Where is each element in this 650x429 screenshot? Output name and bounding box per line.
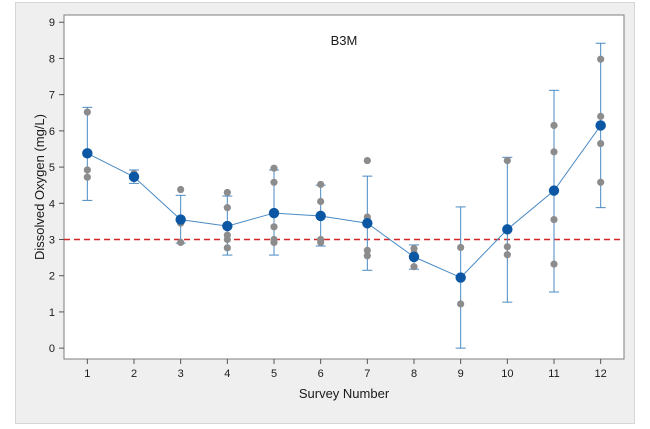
y-axis: 0 1 2 3 4 5 6 7 8 9 bbox=[49, 17, 64, 355]
x-tick-label: 2 bbox=[131, 368, 137, 380]
data-point bbox=[177, 238, 185, 247]
data-point bbox=[363, 246, 371, 254]
y-tick-label: 7 bbox=[49, 90, 55, 102]
data-point bbox=[410, 263, 418, 271]
data-point bbox=[83, 108, 91, 116]
mean-marker bbox=[455, 272, 466, 283]
plot-area bbox=[63, 14, 625, 360]
data-point bbox=[597, 112, 605, 120]
y-tick-label: 2 bbox=[49, 271, 55, 283]
x-tick-label: 9 bbox=[458, 368, 464, 380]
data-point bbox=[550, 148, 558, 156]
y-tick-label: 8 bbox=[49, 53, 55, 65]
data-point bbox=[223, 188, 231, 197]
mean-marker bbox=[128, 171, 140, 183]
data-point bbox=[457, 300, 465, 308]
data-point bbox=[503, 156, 511, 165]
data-point bbox=[550, 121, 558, 130]
data-point bbox=[270, 238, 278, 247]
data-point bbox=[270, 223, 278, 231]
y-tick-label: 6 bbox=[49, 126, 55, 138]
data-point bbox=[597, 55, 605, 63]
mean-marker bbox=[175, 214, 186, 225]
y-tick-label: 9 bbox=[49, 17, 55, 29]
data-point bbox=[83, 173, 91, 181]
mean-marker bbox=[408, 251, 420, 263]
data-point bbox=[223, 235, 231, 244]
data-point bbox=[457, 243, 465, 252]
data-point bbox=[503, 251, 511, 259]
mean-marker bbox=[362, 218, 373, 229]
x-tick-label: 8 bbox=[411, 368, 417, 380]
y-tick-label: 0 bbox=[49, 343, 55, 355]
y-tick-label: 5 bbox=[49, 162, 55, 174]
y-tick-label: 1 bbox=[49, 307, 55, 319]
mean-marker bbox=[548, 185, 560, 196]
mean-marker bbox=[222, 220, 233, 232]
mean-connect-line bbox=[87, 125, 602, 279]
data-point bbox=[597, 178, 605, 186]
data-point bbox=[597, 139, 605, 148]
mean-marker bbox=[595, 120, 606, 131]
data-point bbox=[317, 180, 325, 189]
data-point bbox=[550, 215, 558, 224]
x-tick-label: 1 bbox=[84, 368, 90, 380]
y-axis-title: Dissolved Oxygen (mg/L) bbox=[32, 114, 47, 260]
data-point bbox=[270, 178, 278, 186]
mean-markers bbox=[82, 120, 606, 283]
data-point bbox=[317, 197, 325, 206]
x-tick-label: 3 bbox=[178, 368, 184, 380]
data-point bbox=[223, 244, 231, 252]
x-tick-label: 5 bbox=[271, 368, 277, 380]
x-tick-label: 10 bbox=[501, 368, 513, 380]
chart-title: B3M bbox=[331, 33, 358, 48]
y-tick-label: 4 bbox=[49, 198, 55, 210]
y-tick-label: 3 bbox=[49, 235, 55, 247]
x-tick-label: 4 bbox=[224, 368, 230, 380]
x-axis-title: Survey Number bbox=[299, 386, 390, 401]
data-point bbox=[223, 204, 231, 212]
data-point bbox=[363, 156, 371, 165]
data-point bbox=[550, 260, 558, 268]
data-point bbox=[363, 252, 371, 260]
data-point bbox=[270, 164, 278, 172]
data-point bbox=[83, 166, 91, 174]
mean-marker bbox=[268, 207, 280, 219]
mean-marker bbox=[82, 148, 93, 159]
x-tick-label: 7 bbox=[364, 368, 370, 380]
individual-points bbox=[83, 55, 605, 308]
mean-marker bbox=[502, 224, 513, 235]
mean-marker bbox=[315, 210, 326, 222]
data-point bbox=[317, 238, 325, 247]
data-point bbox=[177, 185, 185, 194]
x-tick-label: 12 bbox=[595, 368, 607, 380]
data-point bbox=[503, 243, 511, 251]
x-axis: 1 2 3 4 5 6 7 8 9 10 11 12 bbox=[84, 359, 607, 380]
x-tick-label: 11 bbox=[548, 368, 559, 380]
x-tick-label: 6 bbox=[318, 368, 324, 380]
